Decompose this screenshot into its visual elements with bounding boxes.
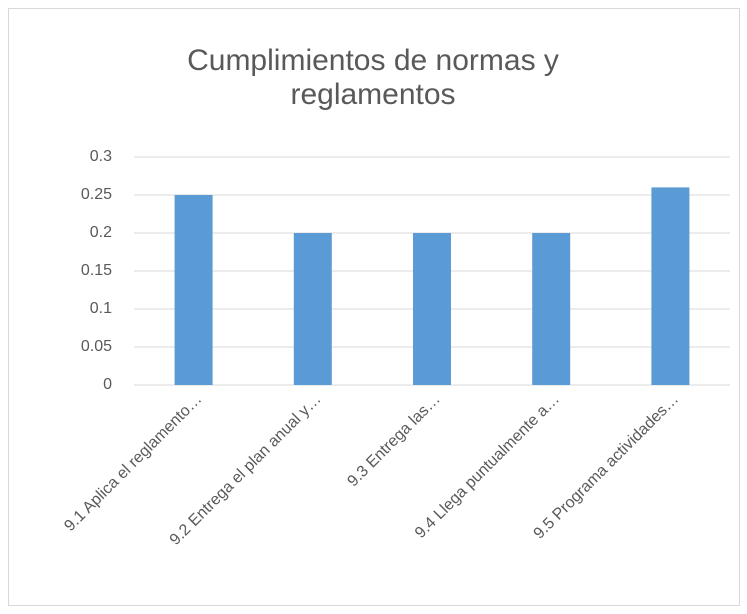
y-tick-label: 0.1 xyxy=(90,300,112,317)
y-tick-label: 0 xyxy=(103,376,112,393)
y-tick-label: 0.25 xyxy=(81,186,112,203)
y-tick-label: 0.15 xyxy=(81,262,112,279)
y-tick-label: 0.2 xyxy=(90,224,112,241)
y-tick-label: 0.3 xyxy=(90,148,112,165)
bar xyxy=(174,195,213,385)
y-tick-label: 0.05 xyxy=(81,338,112,355)
bar xyxy=(651,187,690,385)
bar xyxy=(413,233,451,385)
chart-title: Cumplimientos de normas y reglamentos xyxy=(187,44,559,111)
chart-border xyxy=(8,8,740,606)
bar xyxy=(293,233,332,385)
bar xyxy=(532,233,571,385)
